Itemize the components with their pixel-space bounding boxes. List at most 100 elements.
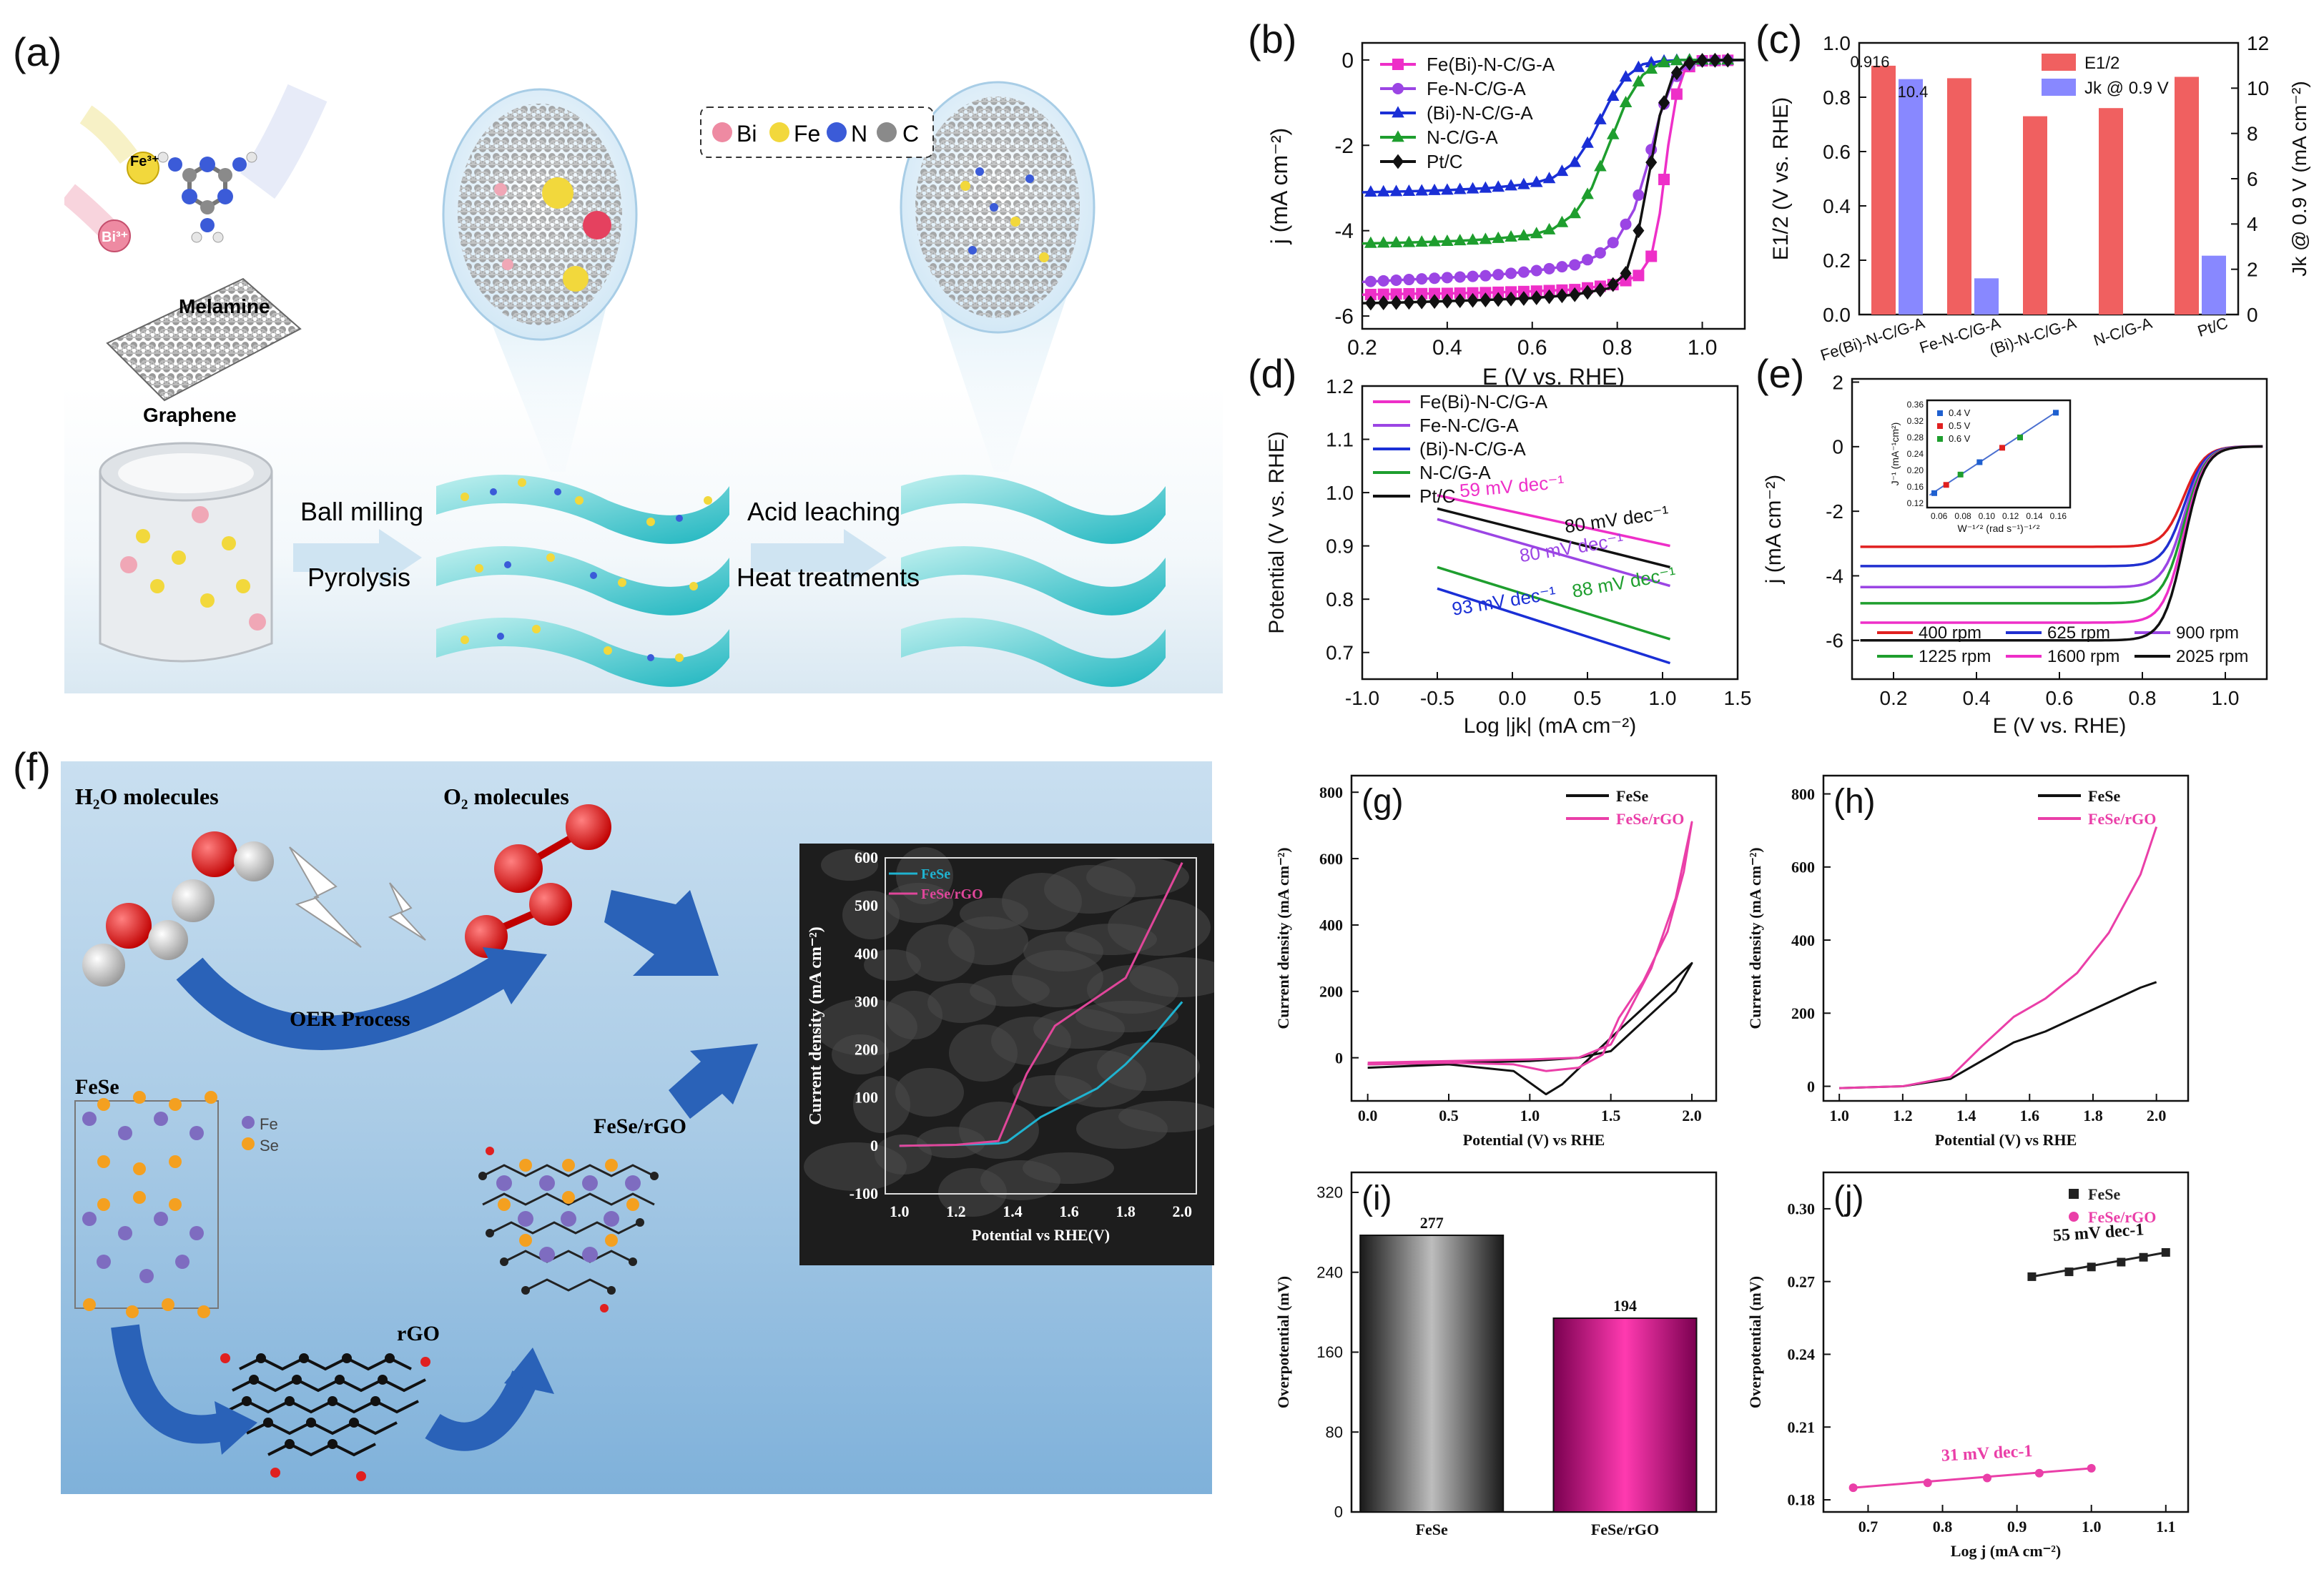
chart-c-ytick-label-right: 4 [2247,213,2258,235]
panel-label-e: (e) [1756,351,1805,396]
chart-b-marker-0 [1670,88,1683,100]
chart-b-marker-4 [1390,295,1402,310]
chart-b-ytick-label: -4 [1334,219,1354,243]
chart-e-legend-label-2: 900 rpm [2176,623,2239,643]
chart-c-bar-e12-0 [1871,65,1896,315]
chart-f-inset-ylabel: Current density (mA cm⁻²) [807,926,825,1124]
chart-e-line-1 [1860,445,2263,568]
chart-b-xlabel: E (V vs. RHE) [1482,364,1625,386]
panel-label-i: (i) [1362,1180,1392,1217]
chart-j-annot-fese-rgo: 31 mV dec-1 [1941,1442,2033,1465]
chart-j-xtick-label: 1.1 [2156,1518,2176,1536]
chart-j-point-0-3 [2117,1257,2126,1267]
fese-label: FeSe [75,1075,119,1099]
chart-e-inset-legend-marker-2 [1937,436,1943,442]
chart-e-inset-xtick-label: 0.12 [2002,511,2019,521]
chart-e-inset-point-6 [2053,410,2059,416]
chart-b-marker-4 [1492,292,1505,307]
bi-ion-trail [60,184,116,237]
chart-e-inset-xtick-label: 0.08 [1954,511,1971,521]
chart-f-inset-legend-label-1: FeSe/rGO [921,886,983,902]
chart-b-marker-0 [1416,287,1428,300]
fese-crystal [74,1091,219,1318]
step-pyrolysis: Pyrolysis [307,563,410,592]
chart-e-inset-ytick-label: 0.28 [1907,432,1924,443]
chart-e-inset-ytick-label: 0.12 [1907,498,1924,508]
chart-h-ytick-label: 800 [1791,785,1815,803]
chart-h-legend-label-0: FeSe [2088,787,2120,805]
chart-f-inset-texture [1023,931,1103,972]
chart-b-marker-4 [1556,288,1568,304]
chart-d-line-1 [1437,518,1670,588]
chart-i-ytick-label: 320 [1316,1184,1343,1202]
chart-d-legend-label-4: Pt/C [1419,485,1456,507]
se-legend-label-f: Se [260,1137,279,1155]
chart-b-marker-3 [1670,54,1683,66]
chart-h-legend-label-1: FeSe/rGO [2088,810,2156,828]
water-molecules [82,831,274,987]
chart-f-inset-texture [895,1068,964,1117]
chart-b-marker-1 [1620,218,1632,230]
chart-b-legend-label-3: N-C/G-A [1427,127,1498,148]
chart-e-legend-label-4: 1600 rpm [2047,647,2119,666]
fese-rgo-label: FeSe/rGO [594,1114,686,1138]
chart-b-marker-2 [1517,177,1530,189]
chart-f-inset-xtick-label: 1.2 [946,1202,966,1220]
step-acid-leaching: Acid leaching [747,497,900,526]
panel-label-h: (h) [1833,783,1876,821]
chart-b-line-1 [1362,59,1746,284]
bi-ion [98,219,131,252]
bi-cluster [583,211,611,239]
chart-j-point-0-1 [2064,1267,2074,1277]
chart-c-bar-e12-4 [2175,76,2199,315]
chart-b-marker-3 [1632,74,1645,86]
fe-ion [127,152,159,184]
chart-b-marker-4 [1620,265,1632,281]
chart-f-inset-texture [927,983,996,1023]
chart-d-ytick-label: 0.9 [1326,535,1354,557]
chart-j-xtick-label: 0.7 [1858,1518,1879,1536]
oer-process-label: OER Process [290,1007,410,1031]
chart-j-point-1-2 [1982,1473,1991,1483]
melamine-molecule [157,84,328,243]
chart-f-inset-ytick-label: 0 [870,1137,878,1155]
chart-b-marker-3 [1645,62,1658,74]
chart-e-xlabel: E (V vs. RHE) [1993,714,2127,736]
bi-legend-dot [712,122,732,142]
chart-b-marker-1 [1416,273,1428,285]
chart-f-inset-xtick-label: 1.4 [1003,1202,1023,1220]
chart-j-annot-fese: 55 mV dec-1 [2052,1220,2145,1245]
chart-c-bar-jk-0 [1899,79,1923,315]
chart-d-ytick-label: 1.0 [1326,482,1354,504]
chart-e-inset-point-3 [1976,459,1983,465]
chart-g-legend-label-1: FeSe/rGO [1616,810,1684,828]
chart-b-marker-1 [1543,262,1555,275]
chart-b-xtick-label: 0.8 [1602,336,1633,360]
lightning-icon-small [388,882,426,941]
chart-c-ytick-label-right: 10 [2247,77,2269,99]
chart-h-ytick-label: 600 [1791,859,1815,876]
ball-mill-jar [99,442,273,663]
chart-b-marker-3 [1542,222,1556,234]
chart-e-ylabel: j (mA cm⁻²) [1762,475,1786,584]
chart-g-ytick-label: 0 [1335,1049,1343,1067]
chart-d-xtick-label: 0.0 [1499,687,1527,709]
chart-b-marker-2 [1402,184,1416,196]
chart-b-marker-3 [1517,229,1530,241]
arrow-to-inset-2 [669,1044,758,1119]
chart-b-marker-0 [1633,270,1645,282]
chart-d-legend-label-0: Fe(Bi)-N-C/G-A [1419,391,1548,412]
chart-h-xtick-label: 1.6 [2020,1107,2040,1124]
fe-legend-dot [769,122,789,142]
chart-b: 0.2 0.4 0.6 0.8 1.0 0 -2 -4 -6 E (V vs. RHE) j (mA… [1266,41,1746,386]
chart-b-marker-4 [1696,53,1708,68]
chart-f-inset-frame [885,857,1197,1195]
chart-g-ylabel: Current density (mA cm⁻²) [1274,847,1292,1029]
rgo-label: rGO [397,1322,440,1345]
chart-c-ytick-label: 0.2 [1823,249,1851,272]
chart-b-marker-4 [1645,154,1658,170]
chart-e-inset-frame [1926,399,2072,509]
fe-legend-label-f: Fe [260,1115,278,1133]
chart-i-ylabel: Overpotential (mV) [1274,1276,1292,1408]
chart-b-ytick-label: -6 [1334,305,1354,329]
